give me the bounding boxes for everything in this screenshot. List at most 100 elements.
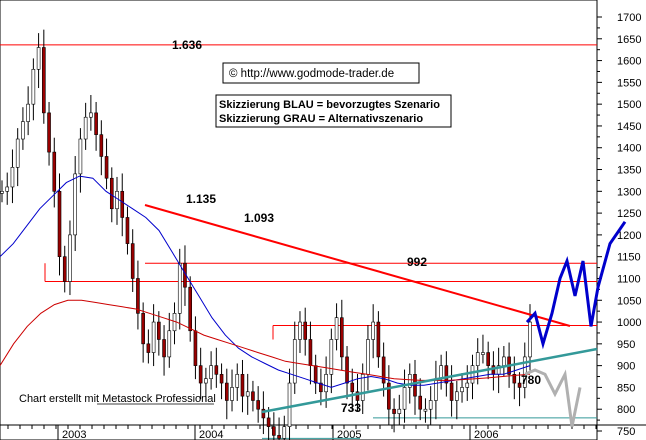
y-tick-label: 1100 bbox=[617, 273, 641, 285]
candle-body bbox=[177, 262, 182, 314]
candle-body bbox=[376, 321, 381, 358]
candle-body bbox=[392, 408, 396, 414]
candle-body bbox=[502, 356, 506, 366]
candle-body bbox=[251, 391, 255, 401]
y-tick-label: 850 bbox=[617, 382, 635, 394]
candle-body bbox=[26, 103, 30, 122]
candle-body bbox=[157, 321, 161, 340]
candle-body bbox=[397, 408, 402, 414]
candle-body bbox=[78, 138, 83, 175]
candle-body bbox=[428, 400, 433, 410]
candle-body bbox=[287, 382, 292, 427]
candle-body bbox=[167, 330, 172, 358]
candle-body bbox=[512, 374, 517, 384]
candle-body bbox=[21, 121, 25, 140]
y-tick-label: 750 bbox=[617, 426, 635, 438]
candle-body bbox=[439, 365, 443, 380]
candle-body bbox=[423, 408, 428, 412]
candle-body bbox=[125, 217, 130, 244]
candle-body bbox=[214, 365, 219, 375]
candle-body bbox=[151, 321, 156, 353]
y-tick-label: 1400 bbox=[617, 143, 641, 155]
level-label-733: 733 bbox=[341, 401, 361, 415]
scenario-legend-grey: Skizzierung GRAU = Alternativszenario bbox=[219, 113, 423, 125]
candle-body bbox=[261, 408, 266, 419]
copyright-text: © http://www.godmode-trader.de bbox=[229, 68, 394, 80]
candle-body bbox=[449, 382, 454, 401]
candle-body bbox=[219, 374, 224, 384]
level-label-1135: 1.135 bbox=[186, 192, 216, 206]
candle-body bbox=[418, 395, 423, 410]
level-label-1636: 1.636 bbox=[172, 38, 202, 52]
candle-body bbox=[324, 374, 328, 393]
candle-body bbox=[256, 400, 260, 410]
y-tick-label: 1250 bbox=[617, 208, 641, 220]
candle-body bbox=[475, 352, 480, 366]
y-tick-label: 1500 bbox=[617, 99, 641, 111]
downtrend-line bbox=[144, 204, 571, 327]
y-tick-label: 1150 bbox=[617, 252, 641, 264]
candle-body bbox=[292, 339, 297, 384]
candle-body bbox=[68, 234, 72, 282]
candle-body bbox=[57, 191, 62, 257]
candle-body bbox=[10, 167, 15, 188]
x-tick-label: 2006 bbox=[474, 429, 498, 440]
candle-body bbox=[99, 134, 104, 157]
candle-body bbox=[146, 343, 151, 353]
candle-body bbox=[162, 339, 166, 358]
x-axis-ticks: 2003 2004 2005 2006 bbox=[7, 425, 597, 440]
candle-body bbox=[94, 112, 98, 135]
y-tick-label: 1600 bbox=[617, 56, 641, 68]
candle-body bbox=[104, 156, 109, 179]
candle-body bbox=[402, 387, 407, 410]
candle-body bbox=[460, 387, 464, 393]
candle-body bbox=[15, 138, 20, 168]
candle-body bbox=[407, 374, 412, 388]
candle-body bbox=[334, 317, 339, 340]
price-candles bbox=[0, 29, 532, 440]
candle-body bbox=[298, 321, 302, 340]
candle-body bbox=[188, 286, 192, 332]
candle-body bbox=[73, 173, 77, 236]
candle-body bbox=[89, 112, 93, 118]
y-tick-label: 800 bbox=[617, 404, 635, 416]
level-label-1093: 1.093 bbox=[244, 211, 274, 225]
y-tick-label: 1650 bbox=[617, 34, 641, 46]
scenario-legend-blue: Skizzierung BLAU = bevorzugtes Szenario bbox=[219, 99, 440, 111]
scenario-grey-path bbox=[524, 368, 582, 427]
candle-body bbox=[360, 374, 365, 401]
candle-body bbox=[136, 278, 140, 314]
y-tick-label: 1050 bbox=[617, 295, 641, 307]
candle-body bbox=[329, 339, 334, 375]
candle-body bbox=[204, 378, 208, 384]
candle-body bbox=[42, 47, 46, 114]
candle-body bbox=[31, 68, 36, 105]
level-label-780: 780 bbox=[521, 373, 541, 387]
y-tick-label: 1450 bbox=[617, 121, 641, 133]
scenario-legend-box bbox=[215, 94, 452, 128]
candle-body bbox=[313, 365, 318, 384]
candle-body bbox=[193, 330, 198, 366]
candle-body bbox=[36, 47, 41, 70]
candle-body bbox=[272, 426, 276, 436]
y-tick-label: 1200 bbox=[617, 230, 641, 242]
candle-body bbox=[303, 321, 308, 340]
x-tick-label: 2003 bbox=[62, 429, 86, 440]
y-tick-label: 1300 bbox=[617, 186, 641, 198]
candle-body bbox=[109, 177, 114, 210]
candle-body bbox=[371, 321, 375, 340]
candle-body bbox=[481, 352, 485, 355]
candle-body bbox=[345, 356, 349, 384]
candle-body bbox=[47, 112, 51, 153]
candle-body bbox=[266, 417, 271, 427]
candle-body bbox=[282, 426, 287, 439]
x-tick-label: 2004 bbox=[199, 429, 223, 440]
candle-body bbox=[350, 382, 355, 393]
candle-body bbox=[528, 321, 532, 358]
candle-body bbox=[355, 391, 360, 401]
moving-average-red bbox=[0, 299, 531, 381]
y-tick-label: 1700 bbox=[617, 12, 641, 24]
candle-body bbox=[340, 317, 344, 358]
candle-body bbox=[52, 151, 57, 192]
